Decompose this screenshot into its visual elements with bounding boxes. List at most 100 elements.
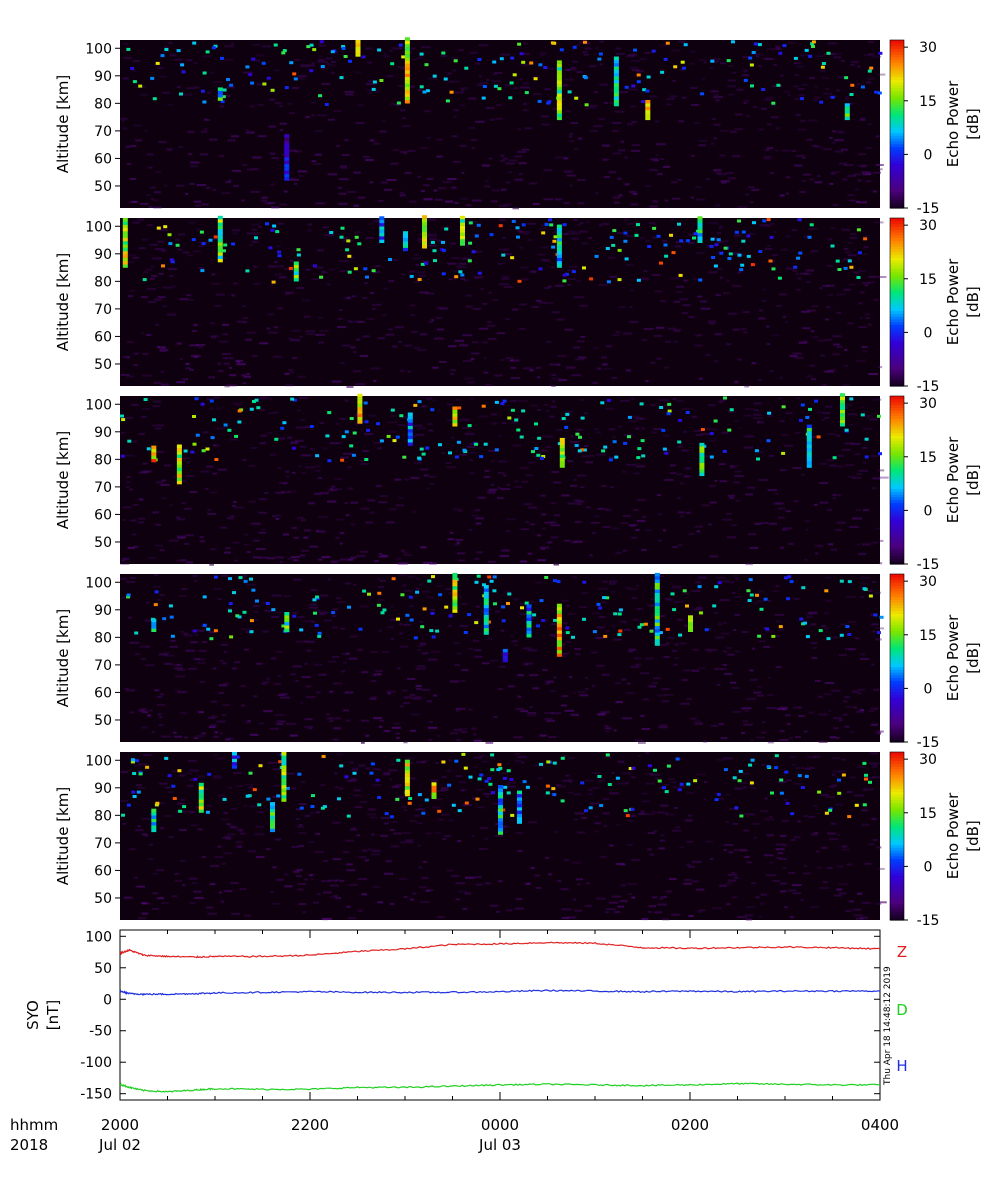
echo-cell bbox=[281, 762, 286, 766]
noise-cell bbox=[138, 787, 145, 789]
noise-cell bbox=[364, 282, 368, 284]
echo-cell bbox=[359, 628, 363, 631]
noise-cell bbox=[168, 268, 177, 270]
noise-cell bbox=[155, 171, 161, 173]
noise-cell bbox=[194, 897, 204, 899]
noise-cell bbox=[657, 358, 662, 360]
noise-cell bbox=[424, 474, 429, 476]
noise-cell bbox=[462, 427, 471, 429]
noise-cell bbox=[122, 120, 125, 122]
echo-cell bbox=[357, 410, 362, 414]
noise-cell bbox=[292, 472, 296, 474]
echo-cell bbox=[755, 594, 759, 597]
noise-cell bbox=[486, 107, 495, 109]
noise-cell bbox=[146, 602, 149, 604]
noise-cell bbox=[541, 124, 550, 126]
y-tick-label: 100 bbox=[85, 41, 112, 57]
echo-cell bbox=[405, 786, 410, 790]
noise-cell bbox=[252, 168, 259, 170]
noise-cell bbox=[845, 442, 854, 444]
echo-cell bbox=[748, 599, 752, 602]
noise-cell bbox=[341, 457, 350, 459]
echo-cell bbox=[557, 117, 562, 121]
echo-cell bbox=[676, 758, 680, 761]
noise-cell bbox=[126, 486, 130, 488]
noise-cell bbox=[160, 350, 166, 352]
noise-cell bbox=[122, 506, 131, 508]
echo-cell bbox=[281, 765, 286, 769]
noise-cell bbox=[684, 475, 690, 477]
echo-cell bbox=[497, 87, 501, 90]
noise-cell bbox=[340, 543, 343, 545]
echo-cell bbox=[688, 629, 693, 633]
noise-cell bbox=[601, 357, 606, 359]
noise-cell bbox=[396, 737, 399, 739]
noise-cell bbox=[159, 783, 168, 785]
noise-cell bbox=[392, 727, 401, 729]
noise-cell bbox=[614, 911, 620, 913]
noise-cell bbox=[330, 896, 334, 898]
echo-cell bbox=[534, 447, 538, 450]
echo-cell bbox=[347, 606, 351, 609]
noise-cell bbox=[682, 408, 691, 410]
noise-cell bbox=[462, 334, 472, 336]
echo-cell bbox=[373, 81, 377, 84]
noise-cell bbox=[767, 694, 773, 696]
noise-cell bbox=[776, 502, 784, 504]
noise-cell bbox=[808, 612, 817, 614]
noise-cell bbox=[278, 438, 285, 440]
echo-cell bbox=[249, 578, 253, 581]
y-axis-label: Altitude [km] bbox=[54, 787, 72, 885]
noise-cell bbox=[422, 652, 429, 654]
noise-cell bbox=[341, 670, 345, 672]
echo-cell bbox=[370, 772, 374, 775]
noise-cell bbox=[415, 808, 425, 810]
echo-cell bbox=[557, 93, 562, 97]
echo-cell bbox=[312, 48, 316, 51]
echo-cell bbox=[170, 258, 174, 261]
noise-cell bbox=[198, 775, 205, 777]
noise-cell bbox=[605, 408, 615, 410]
echo-cell bbox=[450, 91, 454, 94]
noise-cell bbox=[841, 229, 850, 231]
noise-cell bbox=[154, 574, 158, 576]
echo-cell bbox=[812, 40, 816, 43]
noise-cell bbox=[585, 688, 589, 690]
noise-cell bbox=[229, 439, 238, 441]
noise-cell bbox=[857, 893, 862, 895]
noise-cell bbox=[768, 741, 774, 743]
echo-cell bbox=[405, 783, 410, 787]
echo-cell bbox=[488, 783, 492, 786]
echo-cell bbox=[767, 218, 771, 221]
noise-cell bbox=[307, 650, 311, 652]
noise-cell bbox=[605, 630, 609, 632]
noise-cell bbox=[222, 837, 232, 839]
echo-cell bbox=[362, 55, 366, 58]
echo-cell bbox=[484, 612, 489, 616]
noise-cell bbox=[474, 740, 482, 742]
noise-cell bbox=[180, 775, 185, 777]
noise-cell bbox=[319, 45, 327, 47]
echo-cell bbox=[474, 621, 478, 624]
noise-cell bbox=[458, 49, 464, 51]
echo-cell bbox=[606, 753, 610, 756]
noise-cell bbox=[301, 519, 306, 521]
echo-cell bbox=[484, 615, 489, 619]
noise-cell bbox=[794, 165, 802, 167]
echo-cell bbox=[364, 458, 368, 461]
noise-cell bbox=[612, 772, 615, 774]
noise-cell bbox=[250, 447, 257, 449]
noise-cell bbox=[859, 302, 863, 304]
echo-cell bbox=[563, 274, 567, 277]
echo-cell bbox=[422, 242, 427, 246]
noise-cell bbox=[345, 91, 355, 93]
noise-cell bbox=[773, 64, 777, 66]
echo-cell bbox=[614, 63, 619, 67]
noise-cell bbox=[189, 878, 198, 880]
noise-cell bbox=[420, 468, 429, 470]
noise-cell bbox=[657, 513, 663, 515]
noise-cell bbox=[684, 879, 692, 881]
noise-cell bbox=[793, 892, 802, 894]
noise-cell bbox=[211, 283, 220, 285]
noise-cell bbox=[651, 404, 656, 406]
